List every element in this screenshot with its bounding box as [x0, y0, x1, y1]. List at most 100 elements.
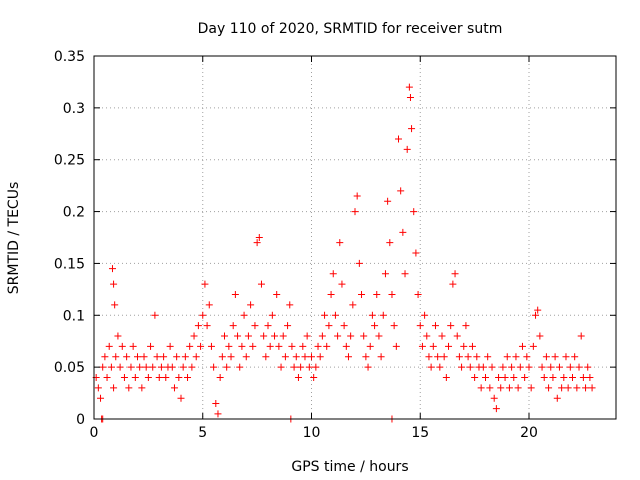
data-point — [251, 322, 259, 330]
data-point — [118, 342, 126, 350]
data-point — [545, 384, 553, 392]
data-point — [111, 301, 119, 309]
data-point — [451, 270, 459, 278]
data-point — [538, 363, 546, 371]
data-point — [453, 332, 461, 340]
data-point — [210, 363, 218, 371]
data-point — [466, 363, 474, 371]
data-point — [110, 280, 118, 288]
data-point — [358, 291, 366, 299]
data-point — [323, 342, 331, 350]
data-point — [464, 353, 472, 361]
data-point — [360, 332, 368, 340]
data-point — [388, 291, 396, 299]
data-point — [416, 322, 424, 330]
data-point — [257, 280, 265, 288]
data-point — [123, 353, 131, 361]
data-point — [584, 363, 592, 371]
data-point — [482, 374, 489, 382]
data-point — [540, 374, 548, 382]
data-point — [203, 322, 211, 330]
data-point — [555, 363, 563, 371]
data-point — [314, 342, 322, 350]
data-point — [266, 342, 274, 350]
data-point — [425, 353, 433, 361]
y-tick-label: 0.05 — [54, 360, 85, 376]
data-point — [299, 342, 307, 350]
data-point — [536, 332, 544, 340]
data-point — [279, 332, 287, 340]
data-point — [192, 353, 200, 361]
data-point — [447, 322, 455, 330]
data-point — [586, 374, 594, 382]
data-point — [305, 363, 313, 371]
data-point — [205, 301, 213, 309]
data-point — [575, 363, 583, 371]
data-point — [547, 363, 555, 371]
data-point — [512, 353, 520, 361]
data-point — [97, 394, 105, 402]
data-point — [188, 363, 196, 371]
data-point — [406, 93, 414, 101]
data-point — [249, 342, 257, 350]
data-point — [499, 363, 507, 371]
data-point — [523, 353, 531, 361]
data-point — [438, 332, 446, 340]
data-point — [292, 353, 300, 361]
data-point — [190, 332, 198, 340]
data-point — [275, 342, 283, 350]
data-point — [218, 353, 226, 361]
data-point — [564, 384, 572, 392]
data-point — [473, 353, 481, 361]
data-point — [175, 374, 183, 382]
data-point — [103, 374, 111, 382]
data-point — [264, 322, 272, 330]
data-point — [558, 384, 566, 392]
data-point — [310, 374, 318, 382]
data-point — [207, 342, 215, 350]
data-point — [286, 301, 294, 309]
data-point — [157, 363, 165, 371]
data-point — [138, 384, 146, 392]
data-point — [462, 322, 470, 330]
data-point — [368, 311, 376, 319]
data-point — [101, 353, 109, 361]
data-point — [184, 374, 192, 382]
data-point — [288, 342, 296, 350]
y-tick-label: 0.3 — [63, 101, 85, 117]
x-axis-ticks: 0 5 10 15 20 — [90, 56, 538, 441]
plot-frame — [93, 55, 617, 420]
data-point — [201, 280, 209, 288]
data-point — [503, 353, 511, 361]
data-point — [294, 374, 302, 382]
data-point — [129, 342, 137, 350]
data-point — [468, 342, 476, 350]
data-point — [112, 353, 120, 361]
data-point — [455, 353, 463, 361]
data-point — [331, 311, 339, 319]
data-point — [497, 384, 505, 392]
data-point — [168, 363, 176, 371]
chart-title: Day 110 of 2020, SRMTID for receiver sut… — [198, 21, 503, 37]
data-point — [362, 353, 370, 361]
data-point — [551, 353, 559, 361]
data-point — [571, 353, 579, 361]
data-point — [153, 353, 161, 361]
data-point — [397, 187, 405, 195]
data-point — [338, 280, 346, 288]
data-point — [460, 342, 468, 350]
x-tick-label: 10 — [303, 425, 321, 441]
data-point — [479, 363, 487, 371]
data-point — [334, 332, 342, 340]
data-point — [371, 322, 379, 330]
y-axis-ticks: 0 0.05 0.1 0.15 0.2 0.25 0.3 0.35 — [54, 49, 616, 428]
data-point — [516, 363, 524, 371]
data-point — [532, 311, 540, 319]
data-point — [514, 384, 522, 392]
data-point — [403, 145, 411, 153]
data-point — [518, 342, 526, 350]
data-point — [392, 342, 400, 350]
data-point — [140, 353, 148, 361]
data-point — [401, 270, 409, 278]
data-point — [347, 332, 355, 340]
